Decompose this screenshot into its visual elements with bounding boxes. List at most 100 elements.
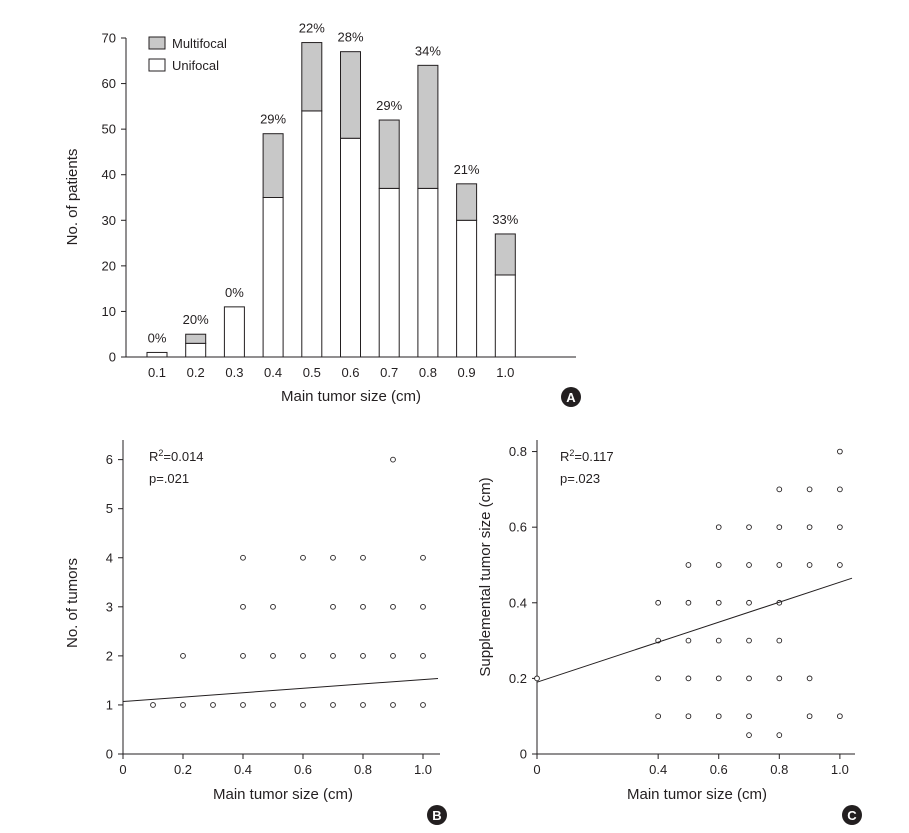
panel-c-x-tick-label: 0.8 <box>770 762 788 777</box>
bar-unifocal-0.3 <box>223 306 245 358</box>
legend-label-unifocal: Unifocal <box>172 58 219 73</box>
panel-c-point <box>685 637 692 644</box>
panel-a-legend: Multifocal Unifocal <box>148 36 227 73</box>
panel-c-r2-sup: 2 <box>569 448 574 458</box>
panel-a-x-tick-label: 0.4 <box>264 365 282 380</box>
bar-unifocal-0.7 <box>378 187 400 358</box>
panel-a-y-tick-label: 40 <box>102 167 116 182</box>
bar-percent-label-0.4: 29% <box>260 112 286 127</box>
bar-percent-label-0.2: 20% <box>183 312 209 327</box>
panel-c-point <box>715 562 722 568</box>
bar-percent-label-0.9: 21% <box>454 162 480 177</box>
panel-b-r2-sup: 2 <box>158 448 163 458</box>
panel-c-point <box>715 599 722 606</box>
panel-c-y-tick-label: 0.4 <box>509 595 527 610</box>
panel-b-x-tick-label: 0.4 <box>234 762 252 777</box>
bar-multifocal-0.4 <box>262 133 284 198</box>
panel-c-r2-value: =0.117 <box>574 449 613 464</box>
bar-unifocal-0.2 <box>185 342 207 358</box>
panel-a-x-tick-label: 0.2 <box>187 365 205 380</box>
panel-a-x-tick-label: 0.3 <box>225 365 243 380</box>
panel-b-point <box>420 603 426 610</box>
panel-b-point <box>270 603 276 610</box>
panel-b-point <box>420 554 426 561</box>
panel-b-y-tick-label: 6 <box>106 452 113 467</box>
bar-multifocal-0.6 <box>340 51 361 139</box>
legend-label-multifocal: Multifocal <box>172 36 227 51</box>
panel-c-point <box>746 524 752 531</box>
panel-b-point <box>300 653 306 659</box>
panel-c-point <box>746 562 752 568</box>
bar-multifocal-0.7 <box>378 119 400 189</box>
panel-c-point <box>746 732 752 738</box>
panel-c-x-axis-label: Main tumor size (cm) <box>627 786 767 803</box>
panel-b-x-tick-label: 0 <box>119 762 126 777</box>
panel-c-point <box>776 732 783 738</box>
panel-b-point <box>360 603 366 610</box>
bar-multifocal-0.9 <box>456 183 478 221</box>
panel-b-y-tick-label: 3 <box>106 599 113 614</box>
panel-c-point <box>837 562 843 568</box>
panel-a-y-tick-label: 0 <box>109 350 116 365</box>
panel-b-point <box>240 653 246 659</box>
panel-b-badge-letter: B <box>432 808 441 823</box>
panel-b-point <box>420 653 426 659</box>
panel-b-r2-label: R <box>149 449 158 464</box>
panel-a-bar-chart: 0% 20% 0% 29% 22% 28% 29% 34% 21% 33% 0 10 20 30 40 50… <box>64 21 581 407</box>
panel-b-y-tick-label: 2 <box>106 648 113 663</box>
panel-a-x-tick-label: 0.9 <box>458 365 476 380</box>
panel-c-point <box>837 713 843 720</box>
panel-c-point <box>837 448 843 455</box>
panel-c-point <box>685 599 692 606</box>
panel-c-point <box>776 675 783 682</box>
panel-c-point <box>806 713 813 720</box>
panel-a-y-tick-label: 60 <box>102 76 116 91</box>
bar-percent-label-0.6: 28% <box>337 30 363 45</box>
panel-b-point <box>270 653 276 659</box>
bar-unifocal-0.1 <box>146 351 168 358</box>
bar-unifocal-0.5 <box>301 110 323 358</box>
bar-percent-label-0.3: 0% <box>225 285 244 300</box>
panel-c-point <box>655 675 662 682</box>
panel-b-point <box>180 702 186 708</box>
panel-c-y-axis-label: Supplemental tumor size (cm) <box>477 477 494 676</box>
panel-a-x-tick-label: 0.1 <box>148 365 166 380</box>
panel-a-y-tick-label: 10 <box>102 304 116 319</box>
panel-c-r2: R2=0.117 <box>560 448 614 464</box>
panel-c-point <box>685 562 692 568</box>
panel-b-point <box>150 702 156 708</box>
panel-c-point <box>715 637 722 644</box>
panel-c-point <box>715 675 722 682</box>
panel-b-point <box>360 554 366 561</box>
panel-c-point <box>837 486 843 493</box>
panel-b-point <box>330 653 336 659</box>
panel-b-y-tick-label: 4 <box>106 550 113 565</box>
panel-c-axes <box>536 440 855 755</box>
panel-c-point <box>655 713 662 720</box>
panel-b-point <box>240 603 246 610</box>
panel-a-x-axis-label: Main tumor size (cm) <box>281 388 421 405</box>
panel-c-x-tick-label: 0 <box>533 762 540 777</box>
bar-unifocal-0.9 <box>456 219 478 358</box>
panel-c-point <box>746 599 752 606</box>
panel-b-point <box>270 702 276 708</box>
panel-c-point <box>715 713 722 720</box>
panel-b-point <box>360 653 366 659</box>
panel-b-y-tick-label: 0 <box>106 747 113 762</box>
panel-c-point <box>776 562 783 568</box>
panel-b-x-tick-label: 0.8 <box>354 762 372 777</box>
bar-multifocal-0.2 <box>185 333 207 344</box>
panel-c-p-value: p=.023 <box>560 471 600 486</box>
panel-c-point <box>776 637 783 644</box>
bar-percent-label-0.8: 34% <box>415 43 441 58</box>
panel-b-x-axis-label: Main tumor size (cm) <box>213 786 353 803</box>
panel-c-point <box>534 675 540 682</box>
legend-swatch-unifocal <box>148 58 166 72</box>
panel-b-point <box>390 702 396 708</box>
panel-a-badge: A <box>561 387 581 407</box>
panel-b-point <box>330 603 336 610</box>
panel-c-badge: C <box>842 805 862 825</box>
panel-c-point <box>776 524 783 531</box>
bar-percent-label-0.5: 22% <box>299 21 325 36</box>
